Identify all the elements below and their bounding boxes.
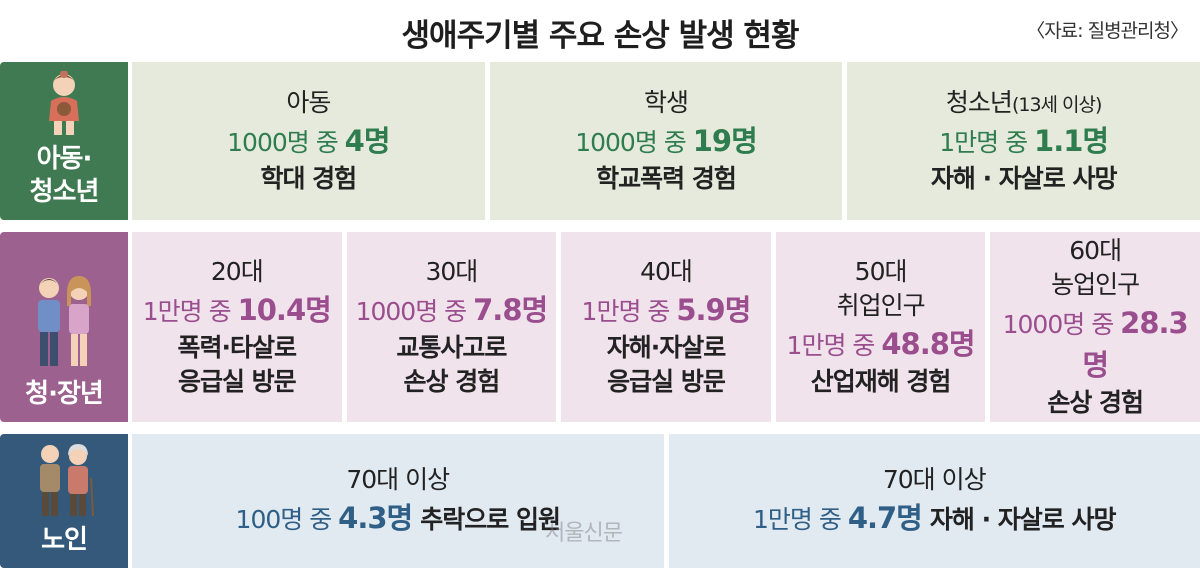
stat-cell-20s: 20대 1만명 중 10.4명 폭력·타살로 응급실 방문 <box>132 232 342 422</box>
page-title: 생애주기별 주요 손상 발생 현황 <box>401 18 800 54</box>
cell-stat: 1000명 중 28.3명 <box>1002 305 1189 382</box>
cell-stat: 1만명 중 4.7명 <box>753 500 923 535</box>
cell-desc-line-1: 폭력·타살로 <box>177 333 297 363</box>
stat-cell-30s: 30대 1000명 중 7.8명 교통사고로 손상 경험 <box>346 232 557 422</box>
cell-title: 20대 <box>210 257 264 287</box>
child-icon <box>49 71 79 135</box>
group-label-line-2: 청소년 <box>29 176 100 207</box>
cell-desc: 자해 · 자살로 사망 <box>929 504 1117 534</box>
couple-icon <box>38 275 91 366</box>
stat-cell-teen: 청소년(13세 이상) 1만명 중 1.1명 자해 · 자살로 사망 <box>847 62 1200 220</box>
group-label-text: 아동· 청소년 <box>29 143 100 208</box>
stat-cell-40s: 40대 1만명 중 5.9명 자해·자살로 응급실 방문 <box>561 232 771 422</box>
cell-title: 학생 <box>644 88 689 118</box>
cell-stat: 1000명 중 7.8명 <box>355 293 549 328</box>
cell-title: 청소년(13세 이상) <box>945 88 1103 118</box>
stat-cell-50s: 50대 취업인구 1만명 중 48.8명 산업재해 경험 <box>775 232 986 422</box>
cell-stat: 1000명 중 4명 <box>227 123 390 158</box>
group-elderly: 노인 70대 이상 100명 중 4.3명 추락으로 입원 70대 이상 1만명… <box>0 434 1200 568</box>
cell-title: 30대 <box>425 257 478 287</box>
group-children-youth: 아동· 청소년 아동 1000명 중 4명 학대 경험 학생 1000명 중 1… <box>0 62 1200 220</box>
cell-title: 40대 <box>640 257 693 287</box>
cell-desc: 추락으로 입원 <box>420 504 561 534</box>
group-label-text: 노인 <box>41 524 88 555</box>
cell-desc-line-2: 응급실 방문 <box>607 366 726 396</box>
stat-cell-70s-suicide: 70대 이상 1만명 중 4.7명 자해 · 자살로 사망 <box>668 434 1200 568</box>
stat-cell-child: 아동 1000명 중 4명 학대 경험 <box>132 62 485 220</box>
cell-stat: 1000명 중 19명 <box>575 123 758 158</box>
watermark: 서울신문 <box>545 521 623 546</box>
cell-desc-line-2: 응급실 방문 <box>177 366 297 396</box>
group-label: 아동· 청소년 <box>0 62 128 220</box>
cell-desc-line-2: 손상 경험 <box>403 366 501 396</box>
cell-stat: 1만명 중 5.9명 <box>581 293 752 328</box>
group-label-line-1: 아동· <box>36 144 93 174</box>
cell-stat: 1만명 중 10.4명 <box>142 293 332 328</box>
source-note: 〈자료: 질병관리청〉 <box>1026 20 1189 42</box>
cell-title: 60대 <box>1069 236 1122 266</box>
cell-subtitle: 취업인구 <box>836 291 926 321</box>
cell-desc: 학대 경험 <box>260 164 357 194</box>
elderly-couple-icon <box>40 443 94 516</box>
cell-stat: 1만명 중 1.1명 <box>939 123 1109 158</box>
group-label: 청·장년 <box>0 232 128 422</box>
cell-subtitle: 농업인구 <box>1051 270 1140 300</box>
cell-stat-line: 1만명 중 4.7명 자해 · 자살로 사망 <box>753 497 1117 539</box>
group-label: 노인 <box>0 434 128 568</box>
cell-desc-line-1: 자해·자살로 <box>606 333 726 363</box>
stat-cell-60s: 60대 농업인구 1000명 중 28.3명 손상 경험 <box>990 232 1200 422</box>
cell-title: 70대 이상 <box>346 465 450 495</box>
cell-title: 50대 <box>854 257 908 287</box>
cell-desc: 산업재해 경험 <box>810 366 952 396</box>
cell-stat: 100명 중 4.3명 <box>235 500 414 535</box>
cell-stat-line: 100명 중 4.3명 추락으로 입원 <box>235 497 561 539</box>
cell-title: 아동 <box>286 88 331 118</box>
group-label-text: 청·장년 <box>25 378 104 409</box>
cell-desc-line-1: 교통사고로 <box>396 333 507 363</box>
cell-desc: 학교폭력 경험 <box>596 164 737 194</box>
cell-desc: 자해 · 자살로 사망 <box>930 164 1118 194</box>
group-adults: 청·장년 20대 1만명 중 10.4명 폭력·타살로 응급실 방문 30대 1… <box>0 232 1200 422</box>
stat-cell-student: 학생 1000명 중 19명 학교폭력 경험 <box>489 62 843 220</box>
cell-stat: 1만명 중 48.8명 <box>786 326 976 361</box>
cell-title: 70대 이상 <box>882 465 987 495</box>
cell-desc: 손상 경험 <box>1047 387 1144 417</box>
stat-cell-70s-fall: 70대 이상 100명 중 4.3명 추락으로 입원 <box>132 434 664 568</box>
